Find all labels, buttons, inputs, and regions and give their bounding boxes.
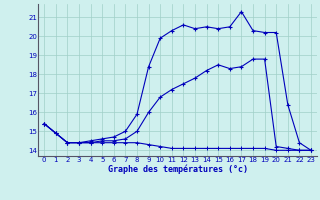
X-axis label: Graphe des températures (°c): Graphe des températures (°c) <box>108 165 248 174</box>
